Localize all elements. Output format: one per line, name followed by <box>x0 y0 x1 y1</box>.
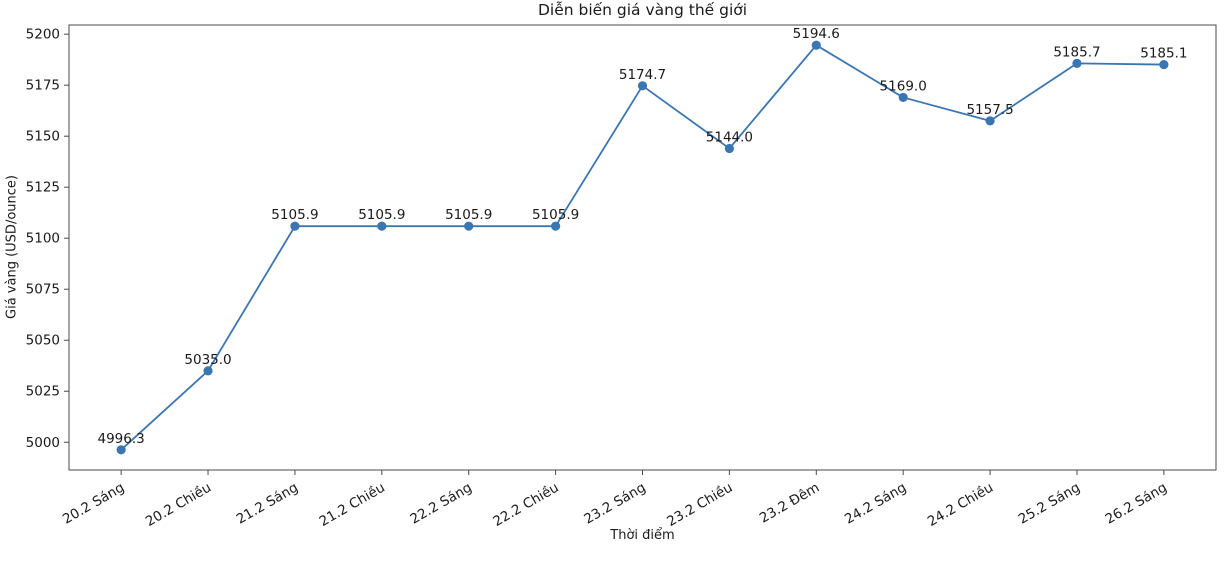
chart-title: Diễn biến giá vàng thế giới <box>537 1 748 19</box>
data-point <box>1072 58 1082 68</box>
x-axis-tick-label: 20.2 Chiều <box>142 479 214 530</box>
data-point-label: 5105.9 <box>445 207 492 223</box>
data-point <box>464 221 474 231</box>
x-axis-tick-label: 21.2 Chiều <box>316 479 388 530</box>
x-axis-tick-label: 23.2 Sáng <box>581 480 648 528</box>
x-axis-tick-label: 26.2 Sáng <box>1103 480 1170 528</box>
data-point <box>985 116 995 126</box>
data-point <box>811 40 821 50</box>
data-point-label: 5174.7 <box>619 67 666 83</box>
data-point <box>724 143 734 154</box>
x-axis-tick-label: 22.2 Chiều <box>490 479 562 530</box>
data-point <box>898 92 908 103</box>
data-point-label: 5144.0 <box>706 129 753 145</box>
x-axis-tick-label: 21.2 Sáng <box>234 480 301 528</box>
y-axis-tick-label: 5025 <box>26 384 60 400</box>
data-point <box>637 81 648 91</box>
data-point-label: 5185.7 <box>1053 44 1100 60</box>
x-axis-title: Thời điểm <box>610 528 675 543</box>
y-axis-tick-label: 5150 <box>26 129 60 145</box>
data-point-label: 5157.5 <box>966 102 1013 118</box>
data-point <box>116 445 126 455</box>
y-axis-tick-label: 5050 <box>26 333 60 349</box>
x-axis-tick-label: 22.2 Sáng <box>408 480 475 528</box>
data-point <box>1159 59 1169 70</box>
data-point <box>290 221 300 231</box>
data-point-label: 5105.9 <box>271 207 318 223</box>
data-point-label: 5105.9 <box>358 207 405 223</box>
data-point-label: 5105.9 <box>532 207 579 223</box>
x-axis-tick-label: 23.2 Đêm <box>757 480 822 527</box>
data-point-label: 5035.0 <box>184 352 231 368</box>
x-axis-tick-label: 24.2 Sáng <box>842 480 909 528</box>
data-point-label: 4996.3 <box>98 431 145 447</box>
y-axis-title: Giá vàng (USD/ounce) <box>4 175 20 319</box>
y-axis-tick-label: 5125 <box>26 180 60 196</box>
y-axis-tick-label: 5075 <box>26 282 60 298</box>
x-axis-tick-label: 25.2 Sáng <box>1016 480 1083 528</box>
x-axis-tick-label: 20.2 Sáng <box>60 480 127 528</box>
data-point-label: 5194.6 <box>793 26 840 42</box>
plot-frame <box>68 24 1217 471</box>
x-axis-tick-label: 23.2 Chiều <box>664 479 736 530</box>
data-point <box>377 221 387 231</box>
y-axis-tick-label: 5000 <box>26 435 60 451</box>
data-point <box>551 221 561 231</box>
x-axis-tick-label: 24.2 Chiều <box>924 479 996 530</box>
y-axis-tick-label: 5100 <box>26 231 60 247</box>
data-point-label: 5185.1 <box>1140 46 1187 62</box>
y-axis-tick-label: 5175 <box>26 78 60 94</box>
data-point-label: 5169.0 <box>880 78 927 94</box>
y-axis-tick-label: 5200 <box>26 27 60 43</box>
data-point <box>203 366 213 376</box>
